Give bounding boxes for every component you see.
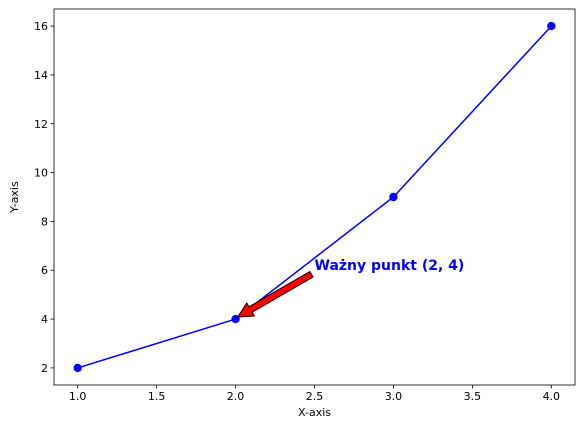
data-point: [547, 21, 556, 31]
x-tick-label: 1.5: [148, 390, 166, 403]
annotation-layer: Ważny punkt (2, 4): [236, 258, 465, 318]
y-axis-label: Y-axis: [8, 181, 21, 214]
y-tick-label: 6: [41, 264, 48, 277]
x-tick-label: 2.0: [227, 390, 245, 403]
y-tick-label: 8: [41, 215, 48, 228]
x-axis-ticks: 1.0 1.5 2.0 2.5 3.0 3.5 4.0: [69, 385, 560, 403]
x-tick-label: 3.5: [464, 390, 482, 403]
annotation-label: Ważny punkt (2, 4): [315, 258, 465, 274]
x-axis-label: X-axis: [298, 406, 331, 419]
y-axis-ticks: 2 4 6 8 10 12 14 16: [34, 20, 54, 375]
x-tick-label: 1.0: [69, 390, 87, 403]
y-tick-label: 4: [41, 313, 48, 326]
x-tick-label: 2.5: [306, 390, 324, 403]
series-line: [77, 25, 552, 369]
y-tick-label: 10: [34, 167, 48, 180]
y-tick-label: 2: [41, 362, 48, 375]
x-tick-label: 4.0: [543, 390, 561, 403]
annotation-arrow: [236, 270, 314, 318]
y-tick-label: 12: [34, 118, 48, 131]
plot-area: [54, 9, 575, 385]
y-tick-label: 16: [34, 20, 48, 33]
data-point: [389, 192, 398, 202]
y-tick-label: 14: [34, 69, 48, 82]
x-tick-label: 3.0: [385, 390, 403, 403]
data-point: [73, 363, 82, 373]
plot-frame: [53, 8, 576, 386]
